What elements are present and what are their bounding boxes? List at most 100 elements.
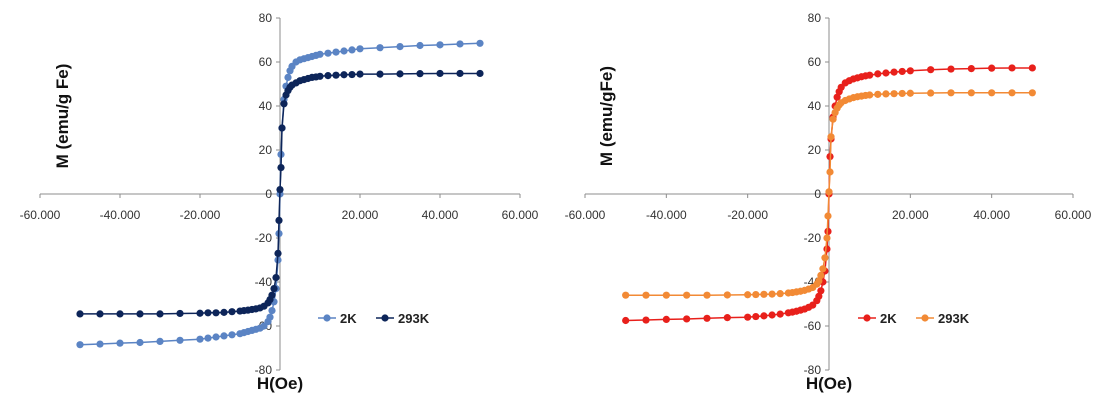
x-tick-label: 40.000 — [422, 208, 459, 222]
data-point — [874, 70, 882, 78]
x-axis-title: H(Oe) — [257, 374, 303, 393]
data-point — [744, 291, 752, 299]
data-point — [332, 48, 340, 56]
data-point — [277, 164, 285, 172]
x-axis-title: H(Oe) — [806, 374, 852, 393]
data-point — [683, 291, 691, 299]
x-tick-label: 60.000 — [1055, 208, 1092, 222]
data-point — [683, 315, 691, 323]
chart-1: -60.000 -40.000 -20.000 20.000 40.000 60.000 -… — [20, 11, 539, 393]
data-point — [340, 47, 348, 55]
y-tick-label: -80 — [255, 363, 273, 377]
data-point — [1008, 89, 1016, 97]
legend-entry-293K: 293K — [376, 311, 430, 326]
data-point — [220, 332, 228, 340]
data-point — [898, 67, 906, 76]
data-point — [268, 291, 276, 299]
data-point — [823, 245, 831, 253]
data-point — [116, 310, 124, 318]
data-point — [456, 40, 464, 48]
data-point — [284, 73, 292, 81]
legend-label: 2K — [340, 311, 357, 326]
data-point — [988, 64, 996, 72]
series-293K — [622, 89, 1036, 299]
data-point — [703, 314, 711, 322]
data-point — [622, 291, 630, 299]
x-tick-label: -60.000 — [20, 208, 61, 222]
data-point — [324, 72, 332, 80]
x-tick-label: -20.000 — [727, 208, 768, 222]
data-point — [927, 66, 935, 74]
data-point — [156, 337, 164, 345]
data-point — [212, 309, 220, 317]
data-point — [866, 91, 874, 99]
x-tick-label: 60.000 — [502, 208, 539, 222]
y-tick-label: 60 — [808, 55, 822, 69]
legend-marker — [863, 314, 871, 322]
data-point — [96, 310, 104, 318]
data-point — [642, 316, 650, 324]
y-tick-label: -80 — [804, 363, 822, 377]
data-point — [316, 50, 324, 58]
data-point — [176, 336, 184, 344]
data-point — [340, 71, 348, 79]
x-tick-label: -20.000 — [180, 208, 221, 222]
data-point — [416, 70, 424, 78]
data-point — [266, 313, 274, 321]
data-point — [768, 290, 776, 298]
data-point — [642, 291, 650, 299]
data-point — [376, 44, 384, 52]
data-point — [823, 234, 831, 242]
y-tick-label: 60 — [259, 55, 273, 69]
data-point — [280, 100, 288, 108]
legend-marker — [921, 314, 929, 322]
data-point — [890, 68, 898, 76]
data-point — [815, 277, 823, 285]
data-point — [276, 186, 284, 194]
data-point — [760, 312, 768, 320]
x-tick-label: 20.000 — [892, 208, 929, 222]
y-tick-label: -40 — [255, 275, 273, 289]
y-tick-label: 80 — [259, 11, 273, 25]
data-point — [136, 310, 144, 318]
data-point — [76, 341, 84, 349]
data-point — [1008, 64, 1016, 72]
data-point — [275, 216, 283, 224]
data-point — [967, 89, 975, 97]
legend-entry-293K: 293K — [916, 311, 970, 326]
data-point — [768, 311, 776, 319]
y-axis-title: M (emu/gFe) — [597, 66, 616, 166]
y-tick-label: 20 — [259, 143, 273, 157]
data-point — [829, 115, 837, 123]
data-point — [947, 89, 955, 97]
x-tick-label: 20.000 — [342, 208, 379, 222]
data-point — [416, 41, 424, 50]
data-point — [833, 93, 841, 101]
data-point — [196, 335, 204, 343]
data-point — [723, 314, 731, 322]
data-point — [760, 290, 768, 298]
data-point — [826, 168, 834, 176]
legend-entry-2K: 2K — [318, 311, 357, 326]
legend-entry-2K: 2K — [858, 311, 897, 326]
data-point — [866, 71, 874, 79]
data-point — [348, 70, 356, 79]
chart-2: -60.000 -40.000 -20.000 20.000 40.000 60.000 -… — [565, 11, 1092, 393]
data-point — [96, 340, 104, 348]
data-point — [882, 90, 890, 98]
data-point — [268, 307, 276, 315]
data-point — [723, 291, 731, 299]
data-point — [752, 290, 760, 299]
data-point — [156, 310, 164, 318]
data-point — [476, 69, 484, 78]
y-tick-label: 20 — [808, 143, 822, 157]
data-point — [817, 287, 825, 295]
data-point — [436, 69, 444, 78]
data-point — [270, 285, 278, 293]
data-point — [212, 333, 220, 341]
y-tick-label: -20 — [804, 231, 822, 245]
y-tick-label: 40 — [808, 99, 822, 113]
data-point — [436, 41, 444, 49]
data-point — [356, 70, 364, 78]
